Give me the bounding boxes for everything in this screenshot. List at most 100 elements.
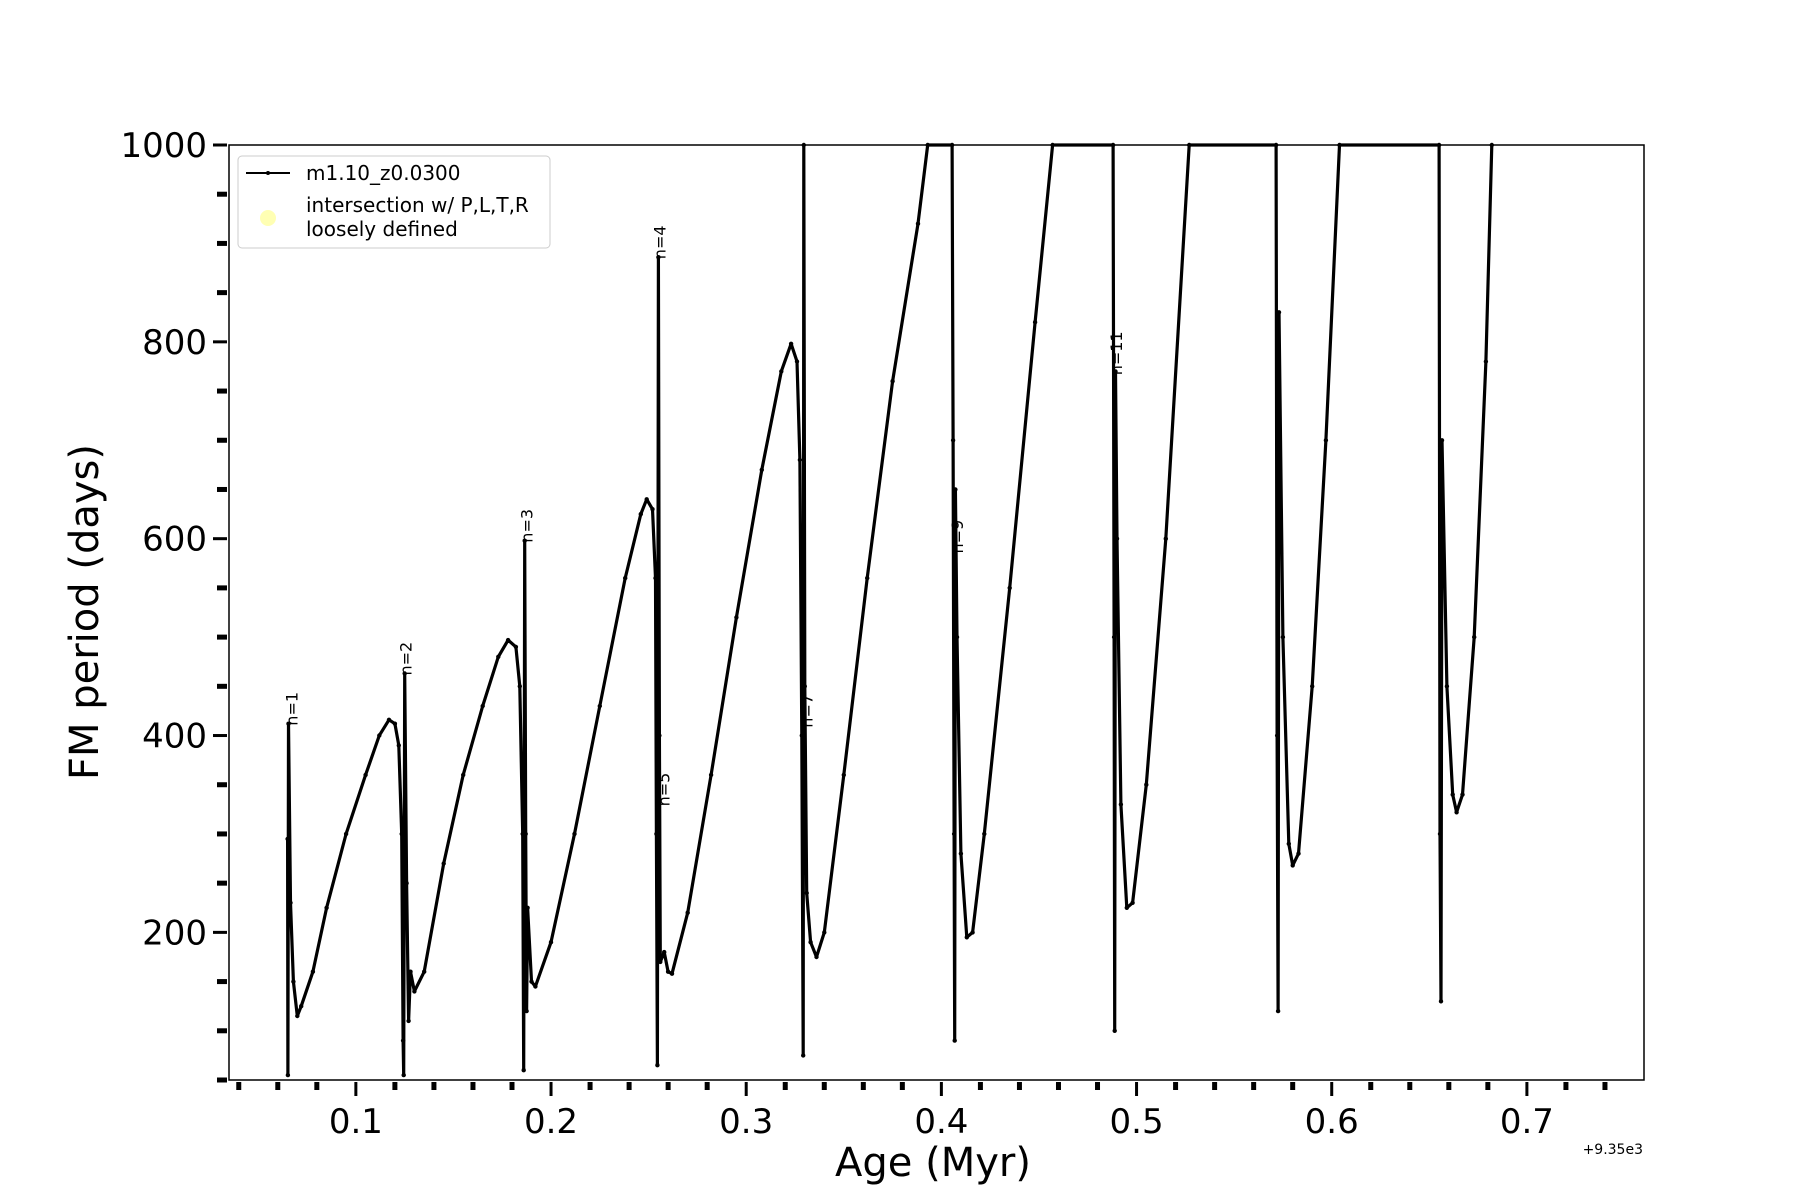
data-point — [1050, 142, 1055, 148]
data-point — [685, 910, 690, 915]
data-point — [788, 341, 794, 346]
data-point — [794, 359, 800, 364]
data-point — [801, 142, 806, 148]
data-point — [412, 989, 417, 994]
data-point — [954, 634, 960, 640]
data-point — [915, 221, 921, 226]
data-point — [517, 684, 522, 689]
data-point — [759, 467, 764, 472]
data-point — [970, 930, 975, 935]
data-point — [597, 703, 602, 709]
data-point — [949, 142, 955, 148]
data-point — [1130, 900, 1135, 905]
data-point — [1444, 684, 1450, 689]
x-tick-label: 0.2 — [524, 1102, 578, 1142]
data-point — [982, 831, 987, 837]
cycle-annotation: n=9 — [948, 520, 967, 554]
x-axis-offset-label: +9.35e3 — [1583, 1142, 1643, 1158]
data-point — [822, 930, 827, 935]
y-tick-label: 1000 — [120, 126, 207, 166]
data-point — [572, 831, 577, 837]
data-point — [363, 772, 368, 778]
data-point — [400, 1038, 406, 1043]
x-tick-label: 0.3 — [719, 1102, 773, 1142]
x-tick-label: 0.1 — [329, 1102, 383, 1142]
data-point — [657, 733, 662, 738]
data-point — [662, 949, 667, 955]
data-point — [461, 772, 466, 778]
y-tick-label: 800 — [142, 323, 207, 363]
cycle-annotation: n=5 — [654, 773, 673, 807]
legend: m1.10_z0.0300 intersection w/ P,L,T,R lo… — [237, 155, 551, 249]
data-point — [802, 684, 807, 689]
data-point — [401, 1072, 406, 1078]
data-point — [480, 703, 485, 709]
data-point — [1450, 792, 1455, 797]
data-point — [779, 369, 784, 374]
x-tick-label: 0.5 — [1110, 1102, 1164, 1142]
data-point — [1118, 802, 1124, 807]
x-tick-labels: 0.1 0.2 0.3 0.4 0.5 0.6 0.7 — [329, 1102, 1554, 1142]
data-point — [1187, 142, 1192, 148]
data-point — [406, 1018, 411, 1024]
data-point — [665, 969, 671, 974]
data-point — [524, 1008, 529, 1014]
data-point — [654, 831, 659, 837]
x-tick-label: 0.6 — [1305, 1102, 1359, 1142]
data-point — [402, 671, 407, 676]
data-point — [377, 733, 382, 738]
data-point — [952, 1038, 957, 1043]
data-point — [1460, 792, 1465, 797]
cycle-annotation: n=4 — [650, 225, 669, 259]
data-point — [522, 538, 527, 543]
data-point — [708, 772, 714, 778]
x-tick-label: 0.4 — [914, 1102, 968, 1142]
cycle-annotation: n=11 — [1107, 331, 1126, 375]
data-point — [653, 575, 658, 581]
legend-entry-2-line-1: intersection w/ P,L,T,R — [306, 193, 529, 217]
data-point — [343, 831, 349, 837]
data-point — [669, 971, 675, 976]
data-point — [386, 717, 392, 722]
data-point — [1439, 438, 1445, 443]
data-point — [548, 940, 554, 945]
data-point — [1163, 536, 1169, 541]
data-point — [1337, 142, 1342, 148]
y-tick-label: 600 — [142, 520, 207, 560]
data-point — [324, 905, 329, 910]
cycle-annotation: n=1 — [283, 692, 302, 726]
data-point — [1276, 310, 1282, 315]
data-point — [1438, 999, 1444, 1004]
data-point — [950, 438, 956, 443]
data-point — [644, 497, 649, 502]
data-point — [655, 1063, 660, 1068]
data-point — [734, 615, 739, 620]
data-point — [288, 900, 293, 905]
data-point — [650, 507, 655, 512]
y-tick-labels: 200 400 600 800 1000 — [120, 126, 207, 953]
data-point — [1483, 359, 1489, 364]
cycle-annotation: n=2 — [397, 642, 416, 676]
data-point — [285, 836, 290, 842]
data-point — [953, 487, 958, 492]
data-point — [1454, 810, 1459, 815]
series-line-1 — [286, 143, 1494, 1077]
data-point — [1436, 142, 1442, 148]
legend-frame — [237, 155, 551, 249]
data-point — [925, 142, 930, 148]
data-point — [801, 1053, 806, 1058]
series-layer — [285, 142, 1495, 1078]
data-point — [890, 379, 895, 384]
data-point — [1110, 142, 1116, 148]
data-point — [310, 969, 316, 974]
x-axis-label: Age (Myr) — [835, 1140, 1031, 1186]
cycle-annotation: n=7 — [798, 694, 817, 728]
data-point — [964, 935, 969, 940]
data-point — [422, 969, 427, 974]
cycle-annotation: n=3 — [518, 509, 537, 543]
legend-entry-1: m1.10_z0.0300 — [306, 161, 461, 185]
axis-ticks — [213, 143, 1608, 1096]
data-point — [638, 511, 643, 517]
data-point — [623, 575, 628, 581]
data-point — [1286, 841, 1292, 846]
